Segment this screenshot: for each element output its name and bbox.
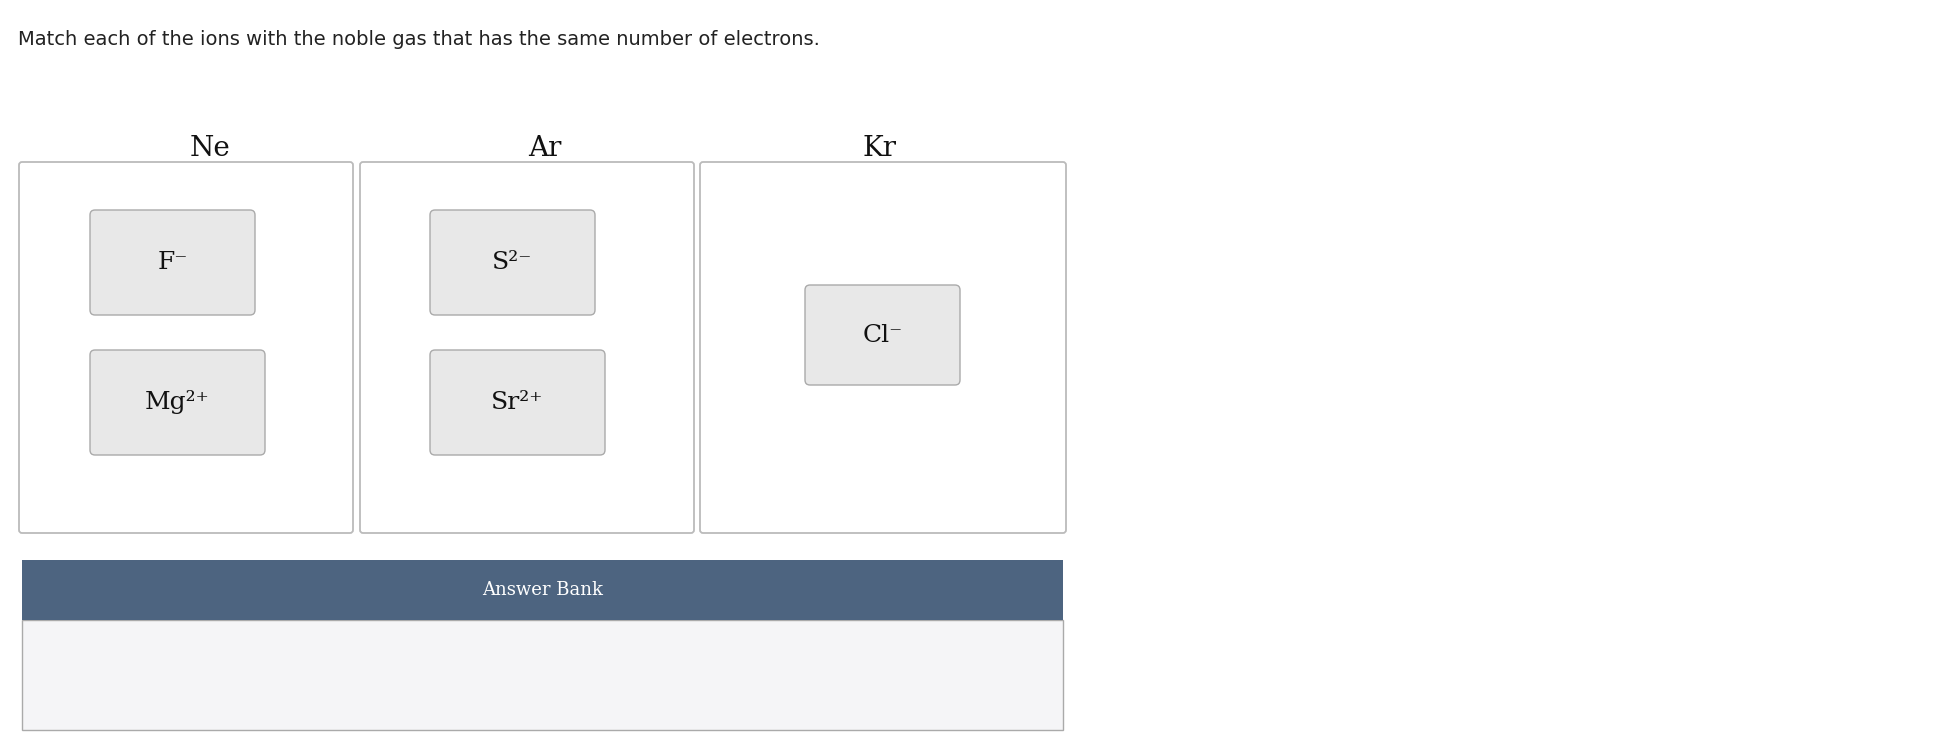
Text: Answer Bank: Answer Bank [482,581,604,599]
FancyBboxPatch shape [430,210,594,315]
Text: Cl⁻: Cl⁻ [863,323,902,347]
Text: F⁻: F⁻ [157,251,188,274]
FancyBboxPatch shape [91,210,255,315]
Text: Mg²⁺: Mg²⁺ [145,390,209,414]
FancyBboxPatch shape [805,285,960,385]
Text: Match each of the ions with the noble gas that has the same number of electrons.: Match each of the ions with the noble ga… [17,30,820,49]
Text: S²⁻: S²⁻ [491,251,532,274]
FancyBboxPatch shape [700,162,1066,533]
Text: Kr: Kr [863,135,898,162]
FancyBboxPatch shape [19,162,352,533]
Text: Sr²⁺: Sr²⁺ [491,391,544,414]
Text: Ne: Ne [190,135,230,162]
FancyBboxPatch shape [91,350,265,455]
Bar [21,620,1062,730]
Bar [21,560,1062,620]
FancyBboxPatch shape [430,350,606,455]
Text: Ar: Ar [528,135,561,162]
FancyBboxPatch shape [360,162,695,533]
Bar [1080,0,1935,755]
